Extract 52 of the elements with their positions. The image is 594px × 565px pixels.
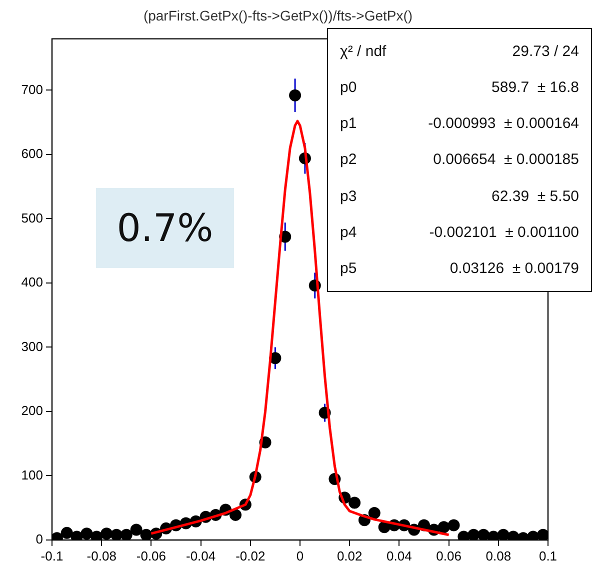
point: [230, 508, 242, 521]
annotation: p4: [340, 224, 357, 242]
point: [448, 519, 460, 532]
x-tick-label: 0.08: [486, 548, 512, 564]
point: [368, 507, 380, 520]
x-tick-label: -0.04: [186, 548, 216, 564]
annotation: 589.7 ± 16.8: [492, 78, 579, 96]
annotation: p3: [340, 188, 357, 205]
point: [537, 528, 548, 540]
point: [120, 528, 132, 540]
y-tick-label: 100: [21, 467, 43, 482]
annotation: χ² / ndf: [340, 42, 386, 60]
point: [60, 526, 73, 539]
annotation: p0: [340, 78, 357, 96]
annotation: 29.73 / 24: [512, 42, 579, 60]
point: [468, 528, 480, 540]
x-tick-label: -0.1: [40, 548, 64, 564]
y-tick-label: 0: [36, 532, 43, 547]
y-tick-label: 600: [21, 146, 43, 162]
point: [438, 521, 450, 534]
x-tick-label: 0.06: [436, 548, 462, 564]
annotation: p1: [340, 115, 357, 132]
point: [100, 528, 113, 540]
point: [289, 89, 302, 102]
y-tick-label: 500: [21, 210, 43, 226]
annotation: 0.03126 ± 0.00179: [450, 260, 579, 278]
annotation: p2: [340, 151, 357, 168]
point: [497, 528, 510, 540]
y-tick-label: 700: [21, 82, 43, 97]
x-tick-label: -0.06: [136, 548, 166, 564]
point: [130, 524, 142, 536]
point: [478, 528, 490, 540]
point: [80, 528, 93, 540]
x-tick-label: -0.08: [86, 548, 116, 564]
y-tick-label: 200: [21, 403, 43, 418]
annotation: -0.000993 ± 0.000164: [428, 115, 579, 132]
y-tick-label: 400: [21, 274, 43, 290]
point: [140, 528, 152, 540]
x-tick-label: 0: [296, 548, 304, 564]
x-tick-label: -0.02: [236, 548, 266, 564]
y-tick-label: 300: [21, 338, 43, 354]
x-tick-label: 0.04: [386, 548, 412, 564]
annotation: 0.7%: [96, 188, 234, 268]
x-tick-label: 0.02: [336, 548, 362, 564]
x-tick-label: 0.1: [538, 548, 558, 564]
annotation: 0.006654 ± 0.000185: [433, 151, 579, 168]
point: [348, 496, 361, 509]
point: [110, 528, 122, 540]
annotation: -0.002101 ± 0.001100: [429, 224, 579, 242]
annotation: p5: [340, 260, 357, 278]
annotation: 62.39 ± 5.50: [492, 188, 579, 205]
chart-title: (parFirst.GetPx()-fts->GetPx())/fts->GetPx(): [143, 7, 413, 24]
